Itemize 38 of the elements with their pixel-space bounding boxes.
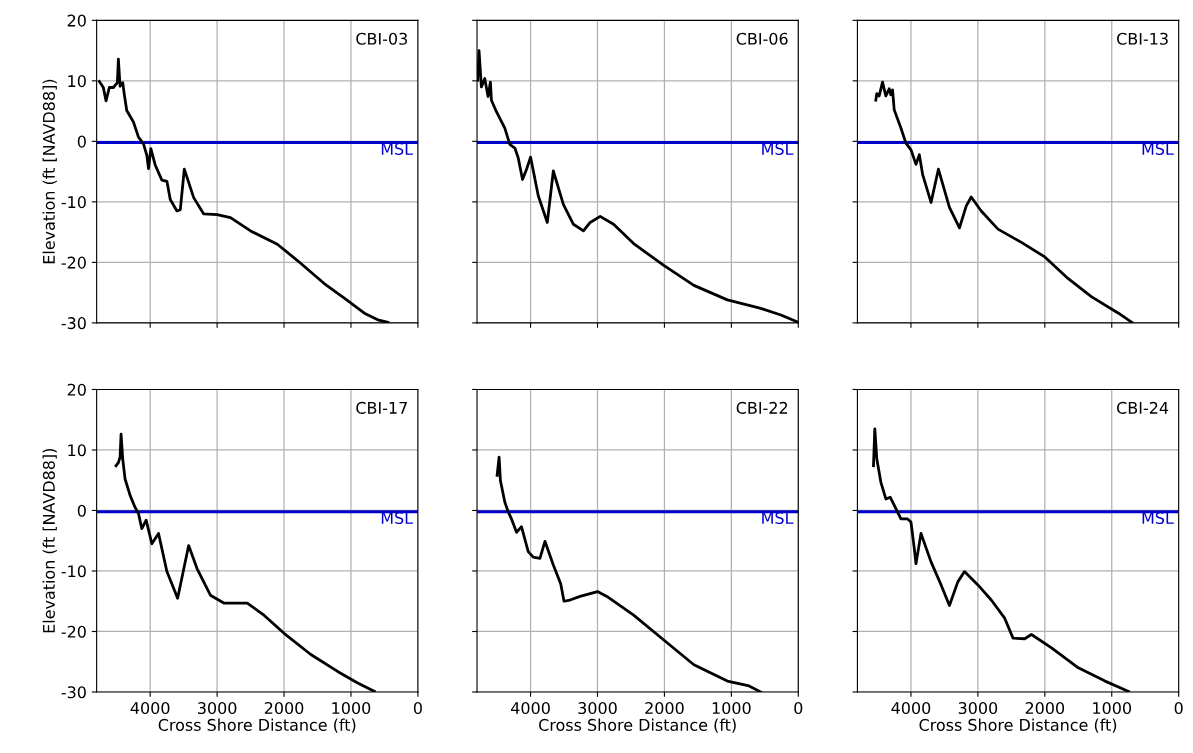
x-tick-label: 3000 bbox=[958, 702, 998, 715]
text: CBI-06 bbox=[736, 32, 788, 45]
x-tick-label: 1000 bbox=[332, 702, 371, 715]
x-axis-title: Cross Shore Distance (ft) bbox=[539, 718, 736, 733]
x-tick-label: 4000 bbox=[511, 702, 550, 715]
x-tick-label: 3000 bbox=[198, 702, 237, 715]
text: CBI-22 bbox=[736, 401, 788, 414]
y-tick-label: 10 bbox=[68, 444, 86, 457]
x-tick-label: 2000 bbox=[645, 702, 684, 715]
x-tick-label: 0 bbox=[413, 702, 422, 715]
y-tick-label: 20 bbox=[67, 383, 86, 396]
y-tick-label: -30 bbox=[61, 686, 86, 699]
y-tick-label: -10 bbox=[61, 565, 86, 578]
y-tick-label: 20 bbox=[67, 14, 86, 27]
y-axis-title: Elevation (ft [NAVD88]) bbox=[42, 448, 57, 633]
y-tick-label: 10 bbox=[68, 75, 86, 88]
x-axis-title: Cross Shore Distance (ft) bbox=[919, 718, 1117, 733]
x-tick-label: 0 bbox=[1174, 702, 1183, 715]
x-tick-label: 2000 bbox=[1025, 702, 1065, 715]
x-tick-label: 4000 bbox=[130, 702, 170, 715]
x-tick-label: 2000 bbox=[264, 702, 304, 715]
y-tick-label: -20 bbox=[61, 256, 86, 269]
y-tick-label: 0 bbox=[77, 504, 86, 517]
x-tick-label: 4000 bbox=[891, 702, 931, 715]
x-tick-label: 1000 bbox=[1093, 702, 1132, 715]
text: CBI-13 bbox=[1117, 32, 1168, 45]
x-tick-label: 3000 bbox=[578, 702, 617, 715]
y-tick-label: -10 bbox=[61, 196, 86, 209]
text: CBI-17 bbox=[356, 401, 407, 414]
x-tick-label: 1000 bbox=[712, 702, 751, 715]
text: CBI-03 bbox=[356, 32, 407, 45]
x-axis-title: Cross Shore Distance (ft) bbox=[158, 718, 356, 733]
text: CBI-24 bbox=[1117, 401, 1169, 414]
y-axis-title: Elevation (ft [NAVD88]) bbox=[42, 79, 57, 264]
x-tick-label: 0 bbox=[794, 702, 803, 715]
y-tick-label: -30 bbox=[61, 317, 86, 330]
y-tick-label: -20 bbox=[61, 625, 86, 638]
y-tick-label: 0 bbox=[77, 135, 86, 148]
